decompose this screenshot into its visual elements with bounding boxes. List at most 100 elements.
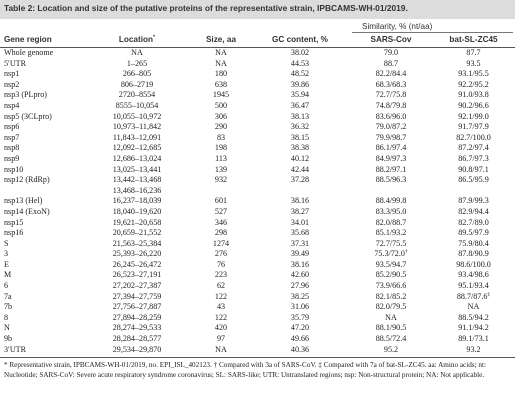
cell-sars-cov-value: 79.0/87.2 [375,122,407,132]
table-row: nsp3 (PLpro) 2720–8554 1945 35.94 72.7/75.8 9… [0,90,515,101]
cell-location: 27,894–28,259 [112,312,162,322]
table-row: 3′UTR 29,534–29,870 NA 40.36 95.2 93.2 [0,345,515,358]
cell-sars-cov-value: 68.3/68.3 [375,79,407,89]
cell-gene-region: 9b [4,334,13,344]
cell-gc-content: 34.01 [290,217,310,227]
cell-sars-cov: 88.1/90.5 [350,323,432,334]
cell-sars-cov-value: 93.5/94.7 [375,259,407,269]
cell-sars-cov-value: 82.0/88.7 [375,217,407,227]
cell-gene-region: nsp3 (PLpro) [4,90,47,100]
cell-gene-region: nsp6 [4,122,20,132]
table-row: nsp6 10,973–11,842 290 36.32 79.0/87.2 91.7/9… [0,122,515,133]
cell-gc-content: 38.38 [290,143,310,153]
cell-sars-cov: 93.5/94.7 [350,260,432,271]
cell-bat-sl-zc45-value: 87.9/99.3 [458,196,489,206]
cell-size: 1945 [212,90,230,100]
cell-size: 76 [216,259,226,269]
table-row: nsp4 8555–10,054 500 36.47 74.8/79.8 90.2/96.… [0,101,515,112]
table-row: 7b 27,756–27,887 43 31.06 82.0/79.5 NA [0,302,515,313]
cell-size: 306 [214,111,228,121]
cell-bat-sl-zc45: 92.2/95.2 [432,80,515,91]
cell-sars-cov: 75.3/72.0† [350,249,432,260]
cell-size: NA [215,344,227,354]
table-row: nsp13 (Hel) 16,237–18,039 601 38.16 88.4/99.… [0,196,515,207]
cell-bat-sl-zc45: 98.6/100.0 [432,260,515,271]
cell-location-line: 13,468–16,236 [112,185,162,195]
cell-location-line: 13,442–13,468 [112,175,162,185]
cell-gene-region: 3 [4,249,9,259]
cell-bat-sl-zc45-value: 91.1/94.2 [458,323,489,333]
cell-bat-sl-zc45-value: 98.6/100.0 [456,259,491,269]
cell-location: 10,055–10,972 [112,111,162,121]
cell-bat-sl-zc45: 93.5 [432,59,515,70]
table-row: nsp14 (ExoN) 18,040–19,620 527 38.27 83.3/95… [0,207,515,218]
cell-location: 13,442–13,468 13,468–16,236 [82,175,192,196]
cell-sars-cov: 74.8/79.8 [350,101,432,112]
cell-sars-cov-value: 75.3/72.0 [374,249,405,259]
cell-gc-content: 42.60 [290,270,310,280]
cell-location: 19,621–20,658 [112,217,162,227]
cell-gene-region: nsp1 [4,69,20,79]
cell-gc-content: 49.66 [290,334,310,344]
cell-size: 180 [214,69,228,79]
cell-gc-content: 35.94 [290,90,310,100]
cell-location: 266–805 [122,69,152,79]
cell-sars-cov: 85.2/90.5 [350,270,432,281]
cell-sars-cov-value: 82.1/85.2 [375,291,407,301]
cell-sars-cov-value: NA [385,312,397,322]
cell-bat-sl-zc45-value: 89.5/97.9 [458,228,489,238]
cell-size: 223 [214,270,228,280]
cell-size: 122 [214,312,228,322]
cell-sars-cov: 88.5/96.3 [350,175,432,196]
table-row: 9b 28,284–28,577 97 49.66 88.5/72.4 89.1/73.1 [0,334,515,345]
cell-gc-content: 44.53 [290,58,310,68]
cell-location: 20,659–21,552 [112,228,162,238]
cell-sars-cov-value: 82.0/79.5 [375,302,407,312]
cell-bat-sl-zc45: 86.5/95.9 [432,175,515,196]
cell-sars-cov-value: 79.0 [383,48,399,57]
cell-bat-sl-zc45: 88.5/94.2 [432,313,515,324]
cell-sars-cov-value: 72.7/75.8 [375,90,407,100]
cell-gc-content: 40.12 [290,153,310,163]
cell-gc-content: 39.86 [290,79,310,89]
cell-location: 28,284–28,577 [112,334,162,344]
cell-location: 27,394–27,759 [112,291,162,301]
cell-bat-sl-zc45-value: NA [467,302,480,312]
cell-bat-sl-zc45-value: 90.8/97.1 [458,164,489,174]
similarity-header-label: Similarity, % (nt/aa) [362,22,433,31]
table-row: nsp9 12,686–13,024 113 40.12 84.9/97.3 86.7/9… [0,154,515,165]
table-row: nsp10 13,025–13,441 139 42.44 88.2/97.1 90.8/… [0,165,515,176]
table-row: 5′UTR 1–265 NA 44.53 88.7 93.5 [0,59,515,70]
cell-sars-cov: 86.1/97.4 [350,143,432,154]
table-row: E 26,245–26,472 76 38.16 93.5/94.7 98.6/100.0 [0,260,515,271]
cell-bat-sl-zc45: 82.7/100.0 [432,133,515,144]
cell-gene-region: nsp8 [4,143,20,153]
table-row: nsp8 12,092–12,685 198 38.38 86.1/97.4 87.2/9… [0,143,515,154]
cell-gene-region: nsp5 (3CLpro) [4,111,52,121]
cell-size: 62 [216,281,226,291]
cell-sars-cov: 83.3/95.0 [350,207,432,218]
cell-gene-region: 7b [4,302,13,312]
table-row: 8 27,894–28,259 122 35.79 NA 88.5/94.2 [0,313,515,324]
col-gene-region: Gene region [0,33,82,48]
cell-bat-sl-zc45: 93.1/95.5 [432,69,515,80]
cell-sars-cov-value: 88.5/72.4 [375,334,407,344]
cell-bat-sl-zc45-value: 82.9/94.4 [458,206,489,216]
cell-sars-cov-value: 83.3/95.0 [375,206,407,216]
table-row: nsp7 11,843–12,091 83 38.15 79.9/98.7 82.7/10… [0,133,515,144]
cell-gene-region: 6 [4,281,9,291]
cell-sars-cov-mark: † [404,248,408,255]
cell-location: 18,040–19,620 [112,206,162,216]
table-row: nsp1 266–805 180 48.52 82.2/84.4 93.1/95.5 [0,69,515,80]
cell-size: 113 [215,153,227,163]
cell-sars-cov: 88.4/99.8 [350,196,432,207]
cell-location: 1–265 [126,58,148,68]
cell-bat-sl-zc45: 75.9/80.4 [432,239,515,250]
cell-bat-sl-zc45-value: 90.2/96.6 [458,100,489,110]
cell-gc-content: 37.31 [290,238,310,248]
cell-sars-cov: 83.6/96.0 [350,112,432,123]
cell-sars-cov: 85.1/93.2 [350,228,432,239]
cell-gene-region: N [4,323,10,333]
cell-gc-content: 31.06 [290,302,310,312]
cell-size: 500 [214,100,228,110]
